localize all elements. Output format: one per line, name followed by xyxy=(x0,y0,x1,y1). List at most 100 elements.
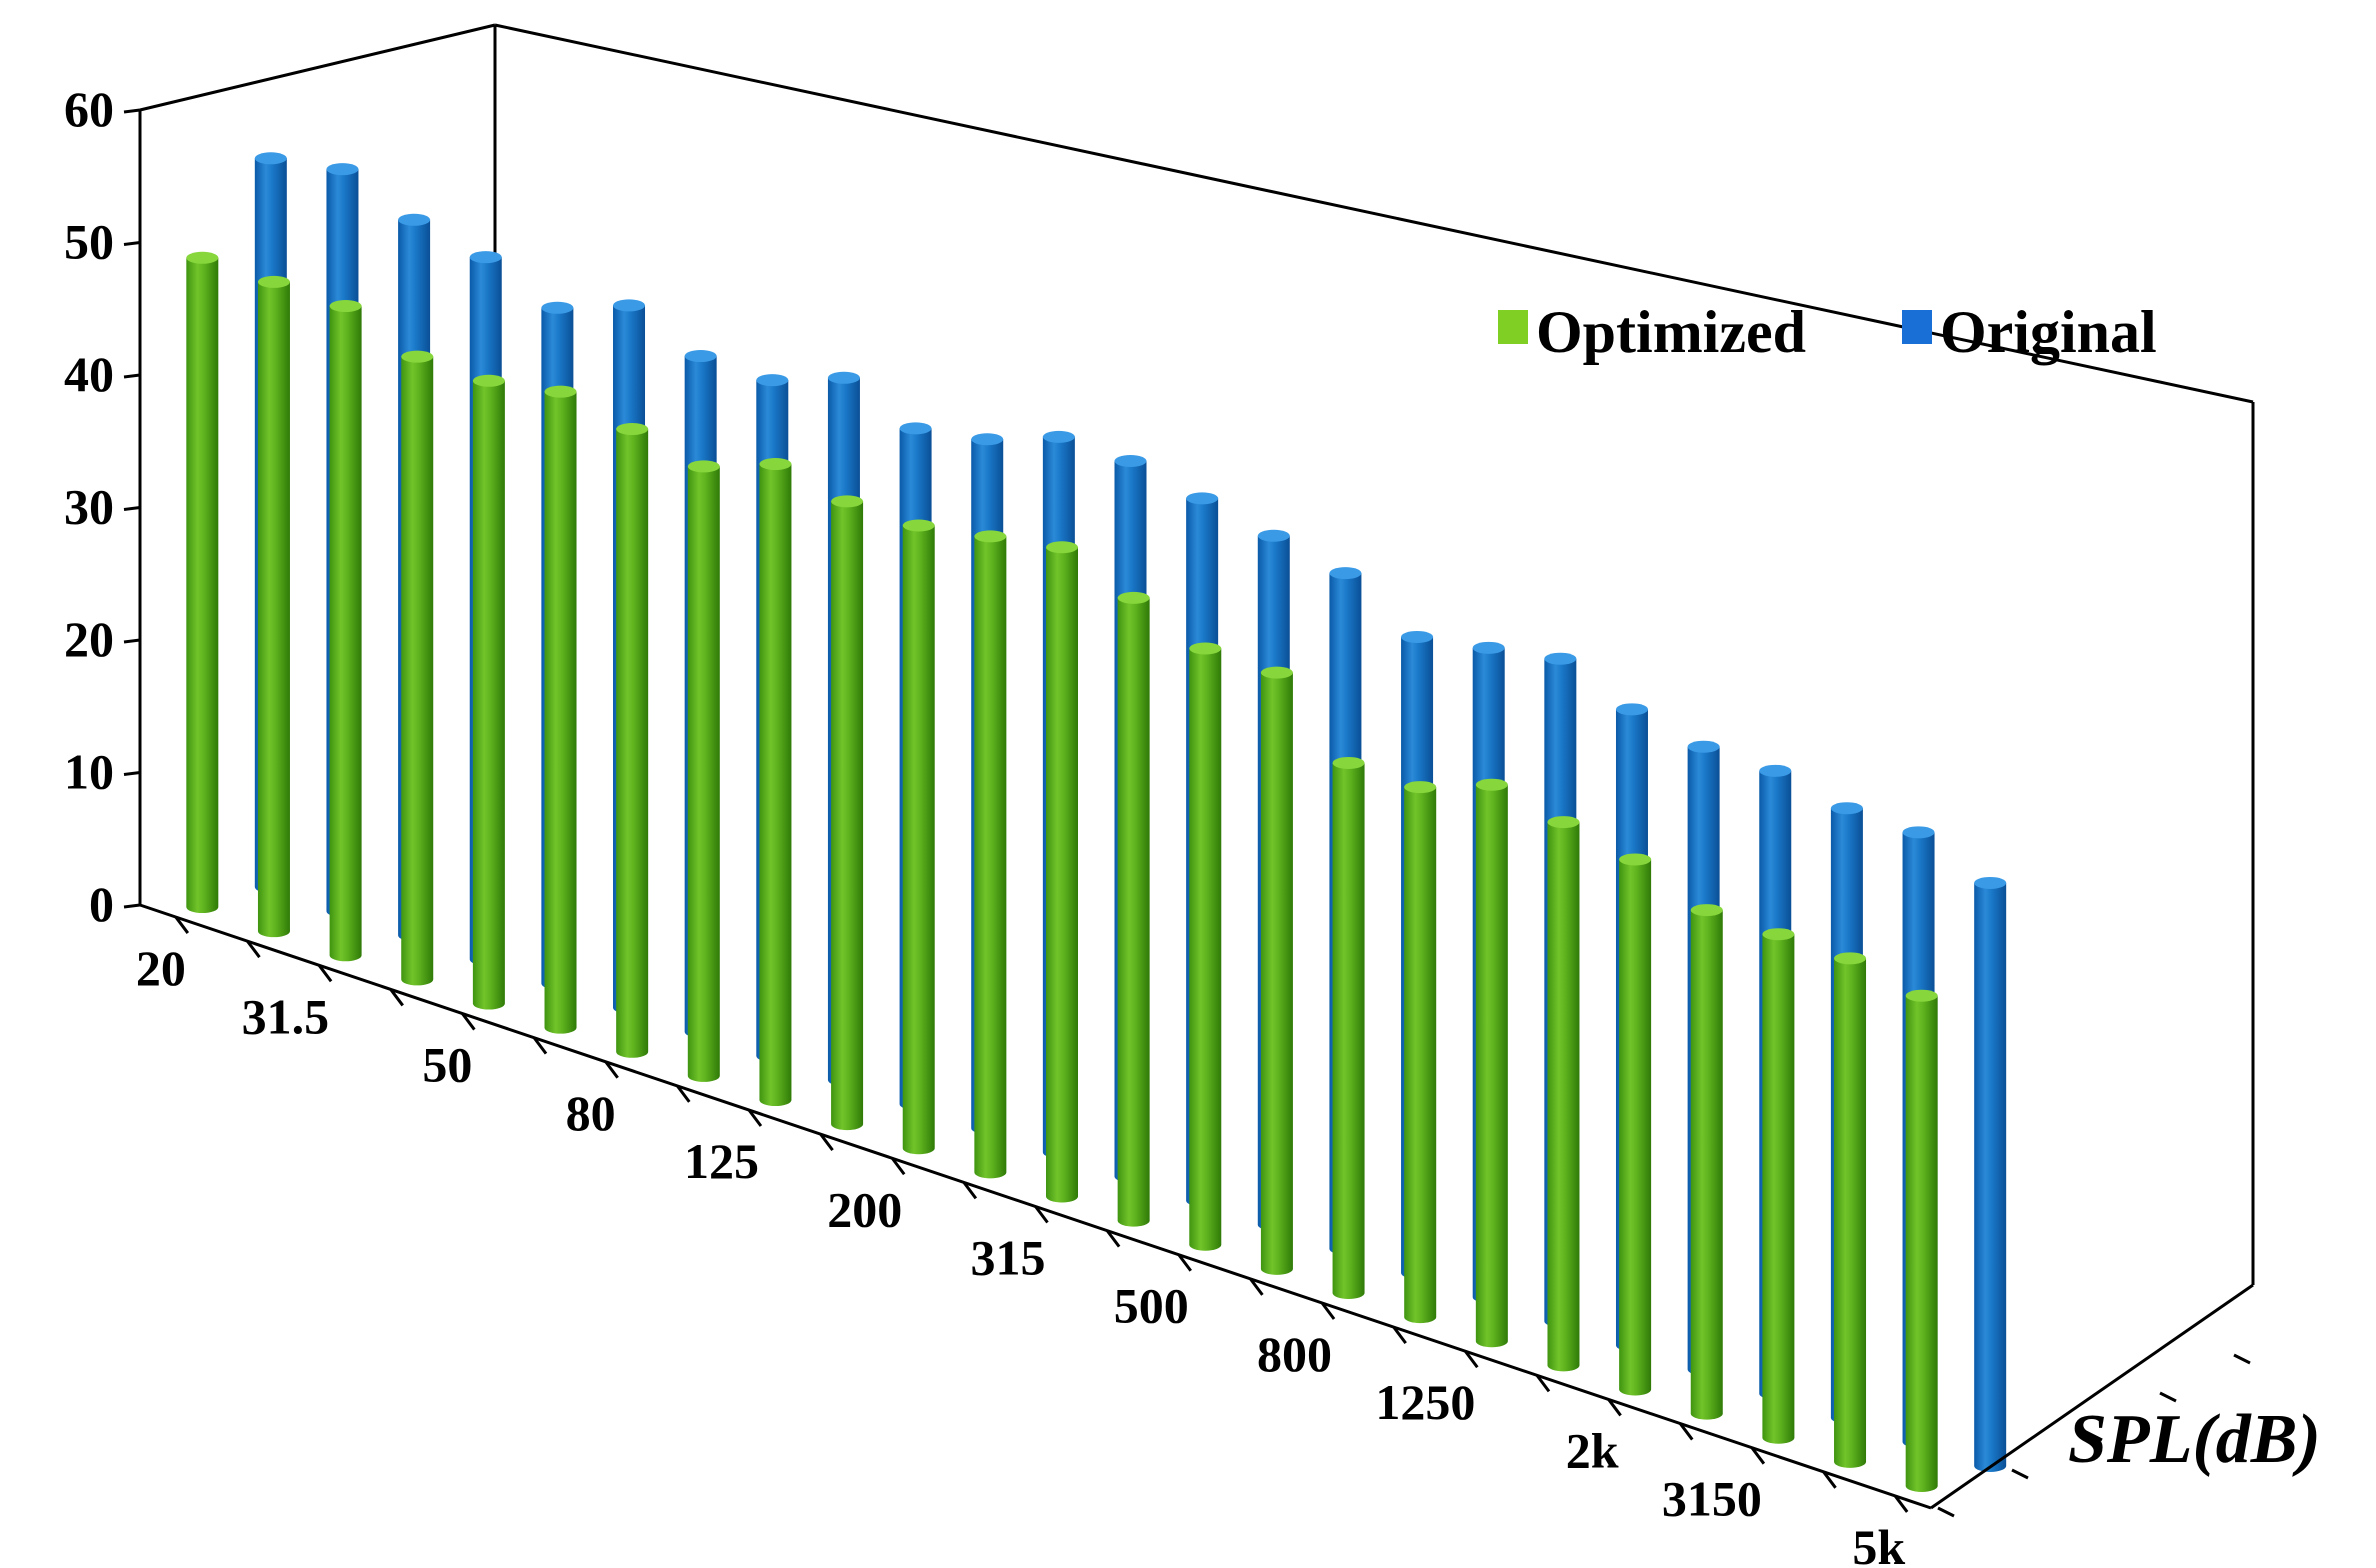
bar-original-31-5-top xyxy=(398,213,431,226)
bar-optimized-500 xyxy=(1189,642,1222,1251)
bar-optimized-1250-top xyxy=(1475,778,1508,791)
bar-original-2k-top xyxy=(1687,740,1720,753)
bar-optimized-400-top xyxy=(1117,591,1150,604)
bar-optimized-2500-top xyxy=(1690,904,1723,917)
x-axis-tick-labels: 20 31.5 50 80 125 200 315 500 800 1250 2k 3150 5k xyxy=(136,916,1909,1568)
box-top-left-edge xyxy=(139,23,496,112)
x-tick xyxy=(1464,1350,1479,1369)
bar-optimized-5k-top xyxy=(1905,989,1938,1002)
bar-original-125-top xyxy=(827,371,860,384)
bar-optimized-315-body xyxy=(1046,547,1078,1203)
legend-swatch-original xyxy=(1902,310,1932,344)
bar-original-20-top xyxy=(254,152,287,165)
bar-optimized-1600-body xyxy=(1547,822,1580,1372)
bar-optimized-63-body xyxy=(544,391,577,1034)
x-tick xyxy=(1893,1495,1909,1513)
bar-optimized-800 xyxy=(1332,756,1365,1299)
x-tick xyxy=(962,1181,978,1200)
bar-original-200-top xyxy=(971,433,1004,446)
bar-original-630-top xyxy=(1329,567,1362,580)
bar-original-25-top xyxy=(326,163,359,176)
x-tick xyxy=(819,1133,834,1152)
x-tick xyxy=(1105,1229,1121,1248)
bar-optimized-3150-top xyxy=(1762,928,1795,941)
depth-tick xyxy=(2159,1391,2177,1403)
x-tick xyxy=(1249,1277,1264,1296)
x-tick-label-80: 80 xyxy=(566,1085,616,1141)
legend-swatch-optimized xyxy=(1498,310,1528,344)
bar-optimized-1250-body xyxy=(1475,784,1508,1348)
z-axis-title: SPL(dB) xyxy=(2068,1401,2321,1478)
bar-original-250-top xyxy=(1042,430,1075,443)
bar-optimized-200 xyxy=(902,519,935,1155)
bar-original-800-top xyxy=(1401,630,1434,643)
bar-optimized-3150 xyxy=(1762,928,1795,1444)
z-tick xyxy=(123,638,141,644)
z-tick-label-50: 50 xyxy=(64,214,114,270)
bar-original-1000-top xyxy=(1472,641,1505,654)
bar-original-5k-body xyxy=(1974,882,2007,1472)
bar-optimized-315 xyxy=(1046,541,1078,1203)
z-tick-label-30: 30 xyxy=(64,479,114,535)
bar-optimized-200-body xyxy=(902,525,935,1155)
bar-optimized-80-top xyxy=(616,423,649,436)
bar-optimized-2500 xyxy=(1690,904,1723,1420)
x-tick xyxy=(747,1109,763,1127)
x-tick-label-125: 125 xyxy=(684,1133,759,1189)
bar-optimized-400 xyxy=(1117,591,1150,1227)
bar-optimized-250-body xyxy=(974,536,1007,1179)
x-tick-label-500: 500 xyxy=(1114,1278,1189,1334)
legend-label-optimized: Optimized xyxy=(1536,299,1806,365)
bar-optimized-63-top xyxy=(544,385,577,398)
bar-optimized-630 xyxy=(1260,666,1293,1275)
bar-optimized-2k-body xyxy=(1619,859,1652,1396)
bar-optimized-400-body xyxy=(1117,597,1150,1227)
bar-optimized-5k xyxy=(1905,989,1938,1492)
bar-optimized-25-body xyxy=(257,281,290,938)
bar-original-40-top xyxy=(469,251,502,264)
bar-original-1250-top xyxy=(1544,652,1577,665)
bar-optimized-20 xyxy=(186,251,219,914)
bar-optimized-800-top xyxy=(1332,756,1365,769)
bar-optimized-125 xyxy=(759,458,792,1107)
legend-label-original: Original xyxy=(1940,299,2157,365)
bar-original-5k-top xyxy=(1974,876,2007,889)
z-tick-label-10: 10 xyxy=(64,744,114,800)
x-tick xyxy=(1679,1422,1694,1441)
x-tick-label-5k: 5k xyxy=(1852,1519,1905,1568)
bar-optimized-125-top xyxy=(759,458,792,471)
bar-optimized-50-body xyxy=(472,380,505,1010)
bar-optimized-50-top xyxy=(472,374,505,387)
x-tick-label-3150: 3150 xyxy=(1662,1471,1762,1527)
bar-optimized-2500-body xyxy=(1690,910,1723,1420)
z-tick-label-20: 20 xyxy=(64,611,114,667)
z-tick xyxy=(123,373,141,379)
x-tick xyxy=(1177,1253,1192,1272)
bar-original-160-top xyxy=(899,422,932,435)
bar-optimized-63 xyxy=(544,385,577,1034)
x-tick xyxy=(317,964,333,983)
bar-optimized-800-body xyxy=(1332,762,1365,1299)
z-axis: 0 10 20 30 40 50 60 xyxy=(64,81,141,932)
x-tick xyxy=(1392,1326,1407,1344)
depth-tick xyxy=(2011,1468,2029,1480)
box-floor-right-edge xyxy=(1930,1283,2254,1510)
bar-optimized-20-top xyxy=(186,251,219,264)
x-tick xyxy=(174,916,190,934)
bar-original-1600-top xyxy=(1615,703,1648,716)
bar-optimized-4000-body xyxy=(1834,958,1867,1468)
bar-optimized-1600 xyxy=(1547,816,1580,1372)
x-tick xyxy=(389,988,404,1007)
bar-optimized-500-body xyxy=(1189,648,1222,1251)
bar-optimized-630-top xyxy=(1260,666,1293,679)
bar-optimized-500-top xyxy=(1189,642,1222,655)
bar-optimized-2k-top xyxy=(1619,853,1652,866)
z-tick xyxy=(123,241,141,246)
x-tick-label-1250: 1250 xyxy=(1375,1374,1475,1430)
depth-tick xyxy=(2233,1353,2251,1365)
bar-original-5k xyxy=(1974,876,2007,1472)
bar-optimized-100 xyxy=(687,460,720,1082)
bar-optimized-20-body xyxy=(186,257,219,914)
bar-optimized-250-top xyxy=(974,530,1007,543)
